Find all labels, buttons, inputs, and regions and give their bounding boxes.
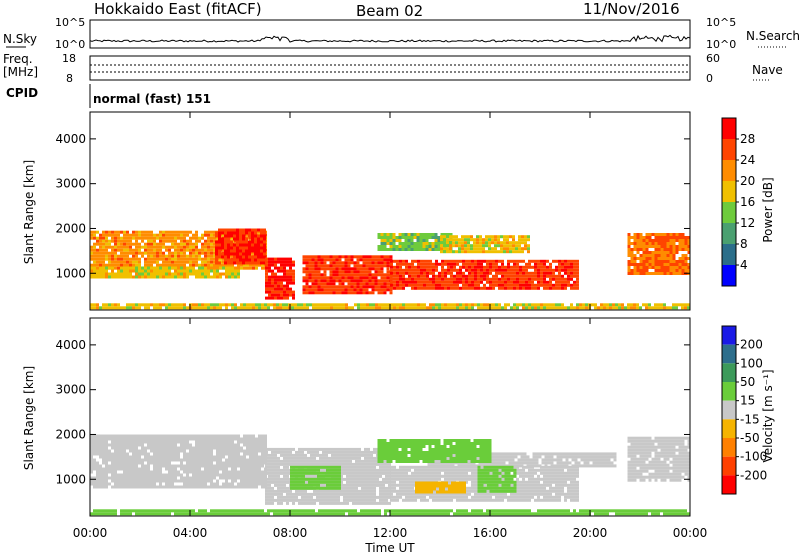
cpid-label: CPID [6,86,38,100]
x-tick-label: 00:00 [73,526,108,540]
x-tick-label: 16:00 [473,526,508,540]
x-tick-label: 04:00 [173,526,208,540]
nsearch-tick-bottom: 10^0 [706,38,736,51]
nsky-tick-top: 10^5 [55,16,85,29]
velocity-echo-layer [90,435,691,516]
nsearch-label: N.Search [746,29,800,43]
y-tick-label: 4000 [55,132,86,146]
freq-tick-bottom: 8 [66,72,73,85]
colorbar-tick-label: 4 [740,258,748,272]
colorbar-swatch [722,265,736,286]
velocity-colorbar-label: Velocity [m s⁻¹] [761,369,775,462]
nave-tick-bottom: 0 [706,72,713,85]
colorbar-swatch [722,419,736,438]
colorbar-tick-label: 28 [740,132,755,146]
echo-region-7 [290,466,341,490]
y-tick-label: 4000 [55,338,86,352]
x-tick-label: 20:00 [573,526,608,540]
colorbar-tick-label: 200 [740,338,763,352]
station-title: Hokkaido East (fitACF) [94,0,262,18]
colorbar-swatch [722,382,736,401]
colorbar-swatch [722,475,736,494]
nave-tick-top: 60 [706,52,720,65]
freq-unit-label: [MHz] [3,65,38,79]
power-panel: 1000 2000 3000 4000 Slant Range [km] 28 24 20… [22,112,775,310]
beam-label: Beam 02 [356,2,423,20]
y-tick-label: 2000 [55,427,86,441]
colorbar-swatch [722,438,736,457]
echo-region-0 [90,435,267,489]
colorbar-swatch [722,202,736,223]
colorbar-tick-label: 24 [740,153,755,167]
y-tick-label: 1000 [55,472,86,486]
colorbar-swatch [722,326,736,345]
colorbar-swatch [722,244,736,265]
freq-tick-top: 18 [62,52,76,65]
colorbar-swatch [722,160,736,181]
colorbar-swatch [722,401,736,420]
colorbar-swatch [722,363,736,382]
colorbar-tick-label: 50 [740,375,755,389]
nsky-trace [90,35,690,42]
power-colorbar-label: Power [dB] [761,177,775,242]
colorbar-tick-label: 12 [740,216,755,230]
echo-region-5 [390,260,579,290]
colorbar-swatch [722,345,736,364]
cpid-mode: normal (fast) 151 [93,92,211,106]
echo-region-8 [415,482,466,494]
colorbar-swatch [722,139,736,160]
nsearch-tick-top: 10^5 [706,16,736,29]
echo-region-5 [378,439,492,463]
colorbar-tick-label: -50 [740,431,760,445]
x-axis-label: Time UT [364,541,415,554]
velocity-panel: 1000 2000 3000 4000 Slant Range [km] 200 100… [22,318,775,516]
nave-label: Nave [752,63,783,77]
colorbar-tick-label: -200 [740,468,767,482]
echo-region-6 [478,466,517,493]
power-ylabel: Slant Range [km] [22,160,36,264]
colorbar-swatch [722,223,736,244]
echo-region-4 [628,437,691,482]
nsky-label: N.Sky [3,32,37,46]
y-tick-label: 3000 [55,177,86,191]
freq-label: Freq. [3,52,33,66]
freq-panel: Freq. [MHz] 18 8 60 0 Nave [3,52,783,85]
nsky-tick-bottom: 10^0 [55,38,85,51]
power-colorbar: 28 24 20 16 12 8 4 [722,118,755,286]
cpid-panel: CPID normal (fast) 151 [6,84,211,108]
echo-region-8 [628,233,691,275]
echo-region-1 [90,267,240,279]
x-tick-label: 08:00 [273,526,308,540]
power-echo-layer [90,229,691,310]
y-tick-label: 1000 [55,266,86,280]
velocity-ylabel: Slant Range [km] [22,366,36,470]
echo-region-4 [303,255,393,294]
colorbar-tick-label: 20 [740,174,755,188]
colorbar-swatch [722,118,736,139]
colorbar-tick-label: 100 [740,356,763,370]
y-tick-label: 2000 [55,221,86,235]
echo-region-3 [265,258,295,300]
colorbar-tick-label: 16 [740,195,755,209]
x-tick-labels: 00:00 04:00 08:00 12:00 16:00 20:00 00:00 [73,526,708,540]
echo-region-7 [440,235,530,253]
date-label: 11/Nov/2016 [583,0,680,18]
y-tick-label: 3000 [55,383,86,397]
x-tick-label: 00:00 [673,526,708,540]
colorbar-tick-label: -15 [740,412,760,426]
colorbar-tick-label: 8 [740,237,748,251]
x-tick-label: 12:00 [373,526,408,540]
colorbar-tick-label: 15 [740,394,755,408]
nsky-panel: N.Sky 10^5 10^0 10^5 10^0 N.Search [3,16,800,51]
colorbar-swatch [722,457,736,476]
colorbar-swatch [722,181,736,202]
